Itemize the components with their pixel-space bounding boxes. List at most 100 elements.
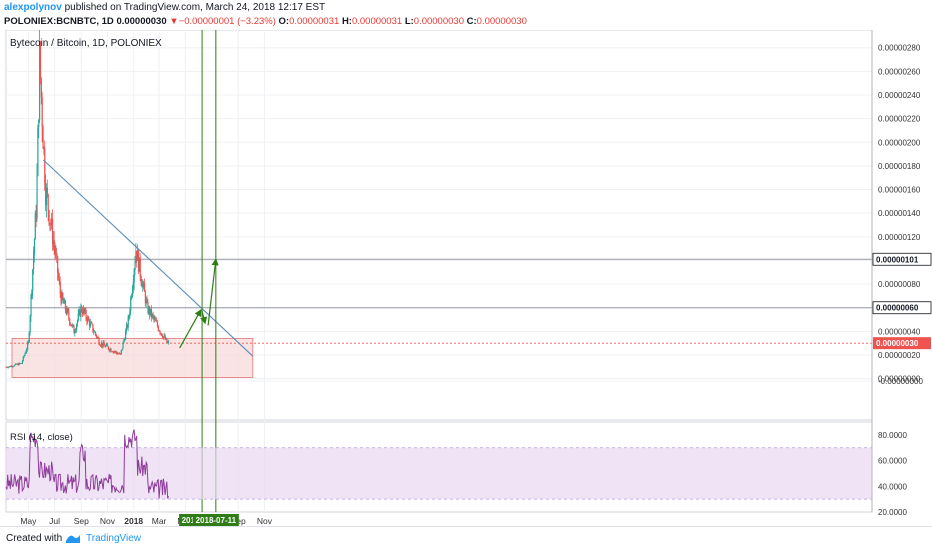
candle-body [108,349,110,351]
candle-body [140,276,142,283]
candle-body [74,331,76,334]
candle-body [131,288,134,297]
candle-body [152,314,154,317]
candle-body [39,41,41,120]
candle-body [89,322,91,327]
candle-body [155,318,157,322]
author-link[interactable]: alexpolynov [4,2,62,13]
candle-body [41,97,43,128]
candle-body [14,363,17,365]
candle-body [113,351,116,353]
y-tick-label: 0.00000080 [878,280,921,289]
candle-body [56,252,58,257]
candle-body [167,342,169,344]
candle-body [122,342,124,349]
candle-body [82,308,85,315]
level-price-label: 0.00000101 [876,255,919,264]
y-tick-label: 0.00000160 [878,186,921,195]
candle-body [132,282,134,289]
tradingview-brand[interactable]: TradingView [86,533,142,544]
candle-body [20,363,23,364]
candle-body [120,350,122,355]
x-tick-label: Jul [49,516,60,526]
candle-body [158,330,160,332]
close-value: 0.00000030 [476,16,527,27]
candle-body [159,331,161,334]
candle-body [76,320,79,325]
candle-body [37,127,39,176]
x-tick-label: May [20,516,37,526]
candle-body [35,213,37,219]
candle-body [10,365,12,367]
candle-body [77,313,79,321]
candle-body [86,318,88,323]
level-price-label: 0.00000060 [876,304,919,313]
candle-body [97,337,99,339]
candle-body [13,366,15,367]
rsi-title: RSI (14, close) [10,432,73,443]
published-text: published on TradingView.com, March 24, … [64,2,326,13]
candle-body [32,269,34,292]
candle-body [125,331,127,340]
candle-body [8,366,11,367]
x-tick-label: Nov [100,516,116,526]
candle-body [42,127,44,149]
candle-body [60,293,62,304]
candle-body [90,322,92,324]
candle-body [102,342,104,347]
candle-body [131,296,133,298]
candle-body [57,256,59,274]
down-arrow-icon: ▼ [169,16,179,27]
y-tick-label: 0.00000260 [878,67,921,76]
rsi-band [6,447,872,500]
candle-body [95,334,97,338]
arrow-up-1 [179,309,202,349]
candle-body [85,310,87,319]
last-price-box [873,337,931,350]
candle-body [100,342,103,346]
candle-body [143,282,146,292]
candle-body [168,341,170,343]
candle-body [84,310,86,313]
candle-body [33,254,35,270]
y-tick-label: 0.00000200 [878,138,921,147]
candle-body [106,344,108,346]
candle-body [134,262,136,271]
candle-body [45,187,48,206]
candle-body [63,299,65,304]
candle-body [110,348,112,352]
descending-trendline [43,159,254,357]
candle-body [70,324,72,325]
candle-body [156,321,159,327]
date-label-box [192,514,239,526]
candle-body [100,345,102,347]
candle-body [96,337,98,338]
y-tick-label: 0.00000140 [878,209,921,218]
candle-body [67,308,69,312]
candle-body [57,273,60,279]
candle-body [33,239,36,255]
candle-body [18,363,20,366]
candle-body [54,246,56,254]
x-tick-label: 2018 [124,516,143,526]
candle-body [121,348,123,351]
candle-body [112,351,114,353]
candle-body [103,342,105,346]
level-price-box [872,301,932,315]
arrow-down [200,309,208,325]
candle-body [75,329,77,332]
candle-body [59,281,61,294]
candle-body [36,175,38,219]
chart-canvas[interactable]: 0.00000280 0.00000260 0.00000240 0.00000220… [0,22,932,526]
y-tick-label: 0.00000020 [878,351,921,360]
candle-body [30,295,32,317]
candle-body [160,333,162,334]
candle-body [109,348,111,351]
candle-body [105,345,107,347]
candle-body [48,210,50,224]
candle-body [98,338,100,344]
chart-area[interactable]: 0.00000280 0.00000260 0.00000240 0.00000220… [0,22,932,526]
candle-body [125,324,128,332]
candle-body [62,292,64,300]
candle-body [7,367,9,369]
